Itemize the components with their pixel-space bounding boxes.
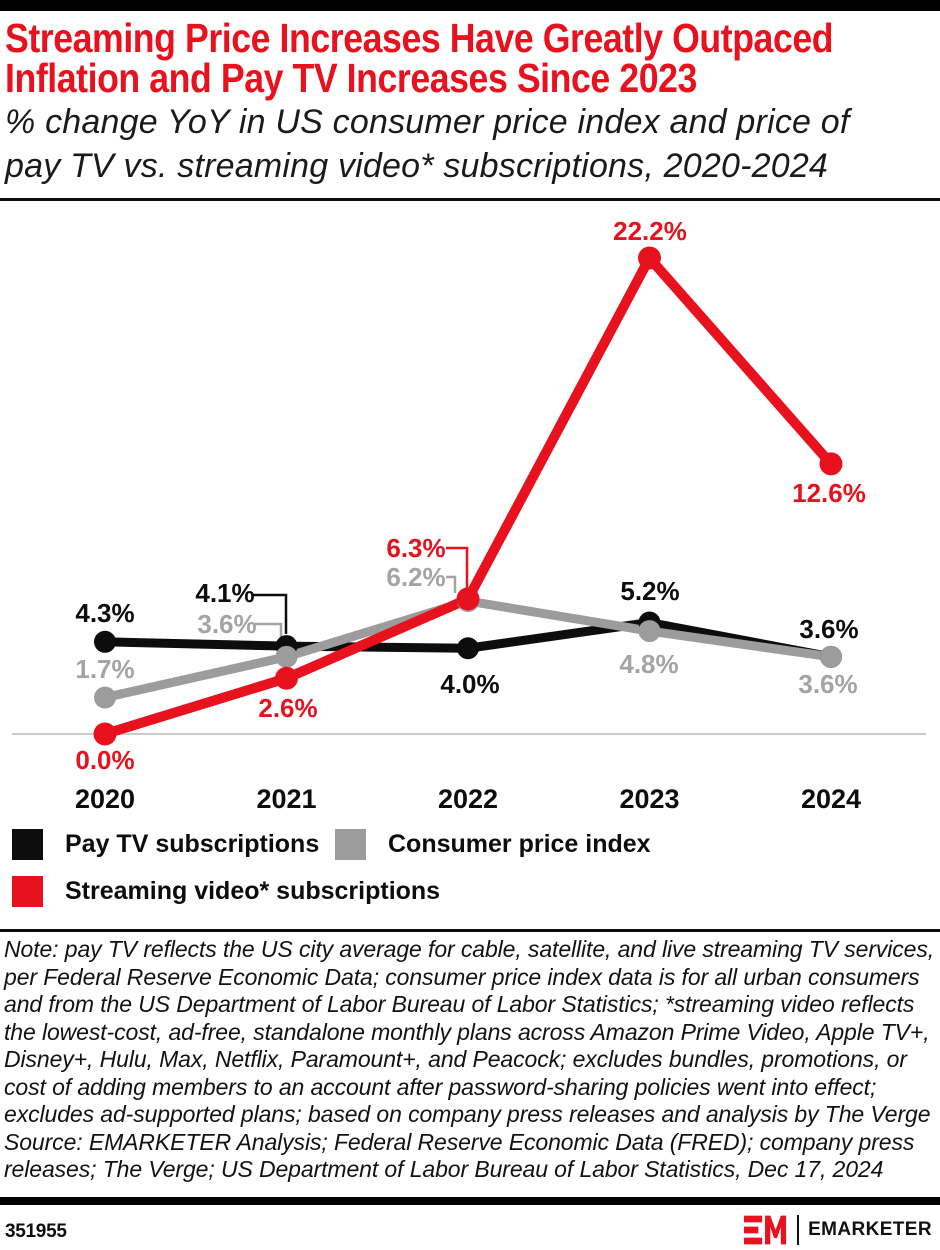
footnote-block: Note: pay TV reflects the US city averag… (4, 936, 937, 1184)
data-point-label: 2.6% (258, 693, 317, 723)
top-bar (0, 0, 940, 11)
data-point-label: 22.2% (613, 216, 687, 246)
legend-item-cpi: Consumer price index (335, 829, 651, 860)
data-point-label: 5.2% (620, 576, 679, 606)
source-text: Source: EMARKETER Analysis; Federal Rese… (4, 1128, 915, 1183)
data-point (94, 630, 116, 653)
data-point-label: 0.0% (75, 745, 134, 775)
legend-item-streaming: Streaming video* subscriptions (12, 876, 440, 907)
legend-swatch-pay-tv-icon (12, 829, 43, 860)
data-point-label: 3.6% (197, 609, 256, 639)
chart-subtitle: % change YoY in US consumer price index … (5, 100, 940, 188)
data-point-label: 6.3% (386, 533, 445, 563)
data-point-label: 3.6% (799, 614, 858, 644)
label-callout-line (446, 546, 469, 588)
label-callout-line (252, 593, 288, 634)
chart-title-line2: Inflation and Pay TV Increases Since 202… (5, 55, 697, 101)
data-point-label: 3.6% (798, 669, 857, 699)
legend-swatch-cpi-icon (335, 829, 366, 860)
series-line-streaming (100, 253, 836, 739)
data-point (275, 645, 298, 668)
legend-label-cpi: Consumer price index (388, 830, 651, 858)
data-point-label: 6.2% (386, 562, 445, 592)
data-point (457, 637, 479, 660)
data-point (820, 645, 842, 668)
chart-title-line1: Streaming Price Increases Have Greatly O… (5, 15, 834, 61)
x-axis-label: 2024 (801, 784, 861, 814)
data-point (819, 452, 843, 476)
data-point (456, 587, 480, 611)
bottom-bar (0, 1197, 940, 1205)
em-monogram-icon (744, 1215, 787, 1245)
data-point-label: 4.1% (195, 578, 254, 608)
data-point-label: 1.7% (75, 654, 134, 684)
label-callout-line (446, 575, 457, 593)
data-point (93, 722, 117, 746)
legend-label-streaming: Streaming video* subscriptions (65, 877, 441, 905)
note-text: Note: pay TV reflects the US city averag… (4, 936, 935, 1127)
data-point-label: 12.6% (792, 478, 866, 508)
data-point-label: 4.3% (75, 598, 134, 628)
data-point (94, 686, 116, 709)
data-point (638, 620, 661, 643)
emarketer-logo: EMARKETER (744, 1213, 932, 1247)
title-separator (0, 198, 940, 201)
chart-subtitle-line2: pay TV vs. streaming video* subscription… (5, 147, 829, 185)
chart-title: Streaming Price Increases Have Greatly O… (5, 15, 940, 101)
line-chart-canvas: 4.3% 4.1% 4.0% 5.2% 3.6% 1.7% 3.6% 6.2% 4.8% 3.6%… (12, 216, 926, 814)
x-axis-label: 2020 (75, 784, 135, 814)
data-point (275, 666, 298, 690)
data-point (638, 246, 661, 270)
x-axis-label: 2022 (438, 784, 498, 814)
logo-divider (797, 1215, 800, 1245)
x-axis-label: 2021 (256, 784, 316, 814)
x-axis-label: 2023 (619, 784, 679, 814)
legend-label-pay-tv: Pay TV subscriptions (65, 830, 320, 858)
brand-name: EMARKETER (808, 1219, 932, 1240)
data-point-label: 4.8% (619, 649, 678, 679)
legend-swatch-streaming-icon (12, 876, 43, 907)
chart-id: 351955 (5, 1221, 67, 1242)
legend-separator (0, 929, 940, 932)
chart-subtitle-line1: % change YoY in US consumer price index … (5, 103, 850, 141)
legend-item-pay-tv: Pay TV subscriptions (12, 829, 319, 860)
data-point-label: 4.0% (440, 669, 499, 699)
